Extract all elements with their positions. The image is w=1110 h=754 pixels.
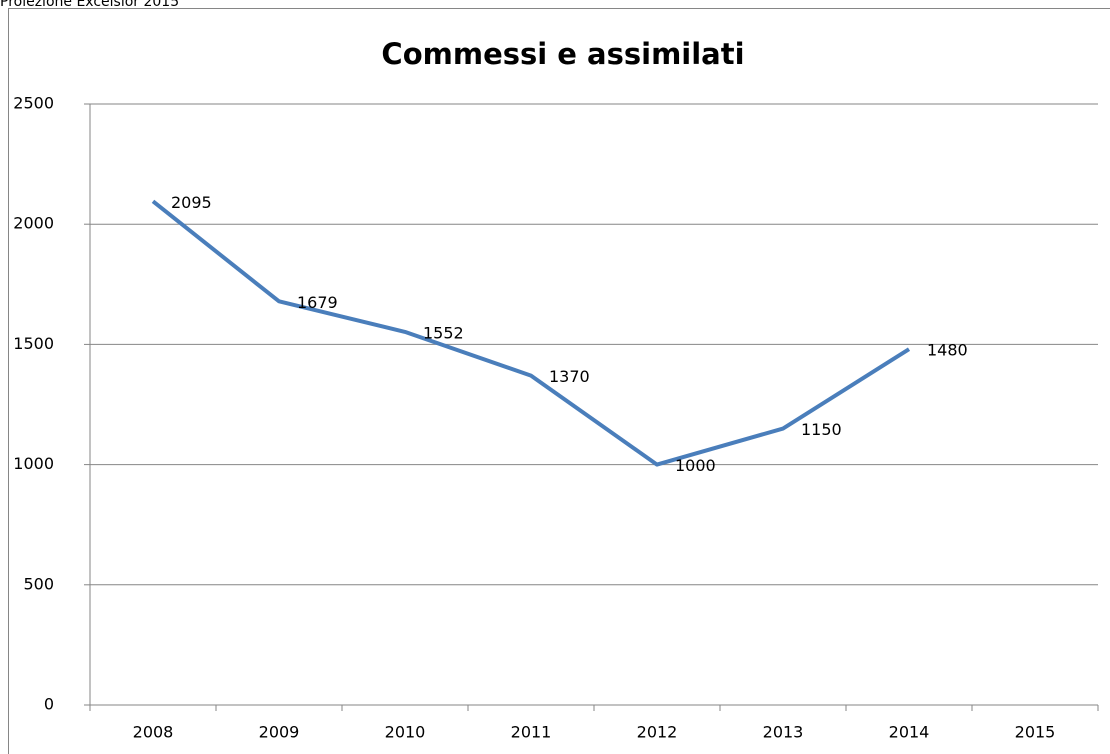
data-label: 1480 bbox=[927, 341, 968, 360]
data-label: 1000 bbox=[675, 456, 716, 475]
line-series bbox=[151, 199, 911, 467]
data-label: 1150 bbox=[801, 420, 842, 439]
source-note: Proiezione Excelsior 2015 bbox=[0, 0, 179, 10]
y-tick-label: 0 bbox=[44, 695, 54, 714]
x-tick-label: 2010 bbox=[385, 723, 426, 742]
x-tick-label: 2014 bbox=[889, 723, 930, 742]
data-label: 2095 bbox=[171, 193, 212, 212]
x-tick-label: 2011 bbox=[511, 723, 552, 742]
x-tick-label: 2008 bbox=[133, 723, 174, 742]
x-tick-label: 2013 bbox=[763, 723, 804, 742]
y-tick-label: 2500 bbox=[13, 94, 54, 113]
x-tick-label: 2009 bbox=[259, 723, 300, 742]
data-label: 1370 bbox=[549, 367, 590, 386]
y-tick-label: 2000 bbox=[13, 214, 54, 233]
y-tick-label: 500 bbox=[23, 574, 54, 593]
y-tick-label: 1000 bbox=[13, 454, 54, 473]
data-label: 1552 bbox=[423, 323, 464, 342]
chart-border bbox=[8, 8, 1110, 754]
chart-title: Commessi e assimilati bbox=[381, 37, 744, 71]
data-label: 1679 bbox=[297, 293, 338, 312]
y-tick-label: 1500 bbox=[13, 334, 54, 353]
x-tick-label: 2012 bbox=[637, 723, 678, 742]
x-tick-label: 2015 bbox=[1015, 723, 1056, 742]
